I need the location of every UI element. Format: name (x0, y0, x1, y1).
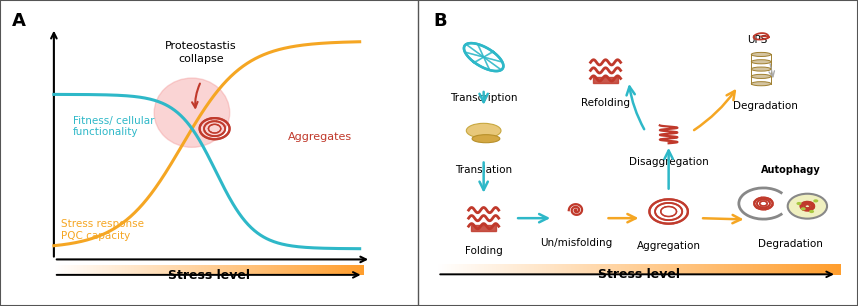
Ellipse shape (752, 52, 771, 57)
Ellipse shape (801, 207, 806, 211)
Bar (593, 77, 619, 83)
Text: Degradation: Degradation (758, 240, 823, 249)
Ellipse shape (752, 67, 771, 71)
Text: Transcription: Transcription (450, 93, 517, 103)
Ellipse shape (154, 78, 230, 147)
Bar (471, 225, 497, 231)
Text: Proteostastis
collapse: Proteostastis collapse (166, 41, 237, 64)
Text: Un/misfolding: Un/misfolding (540, 238, 613, 248)
Text: Refolding: Refolding (581, 98, 630, 108)
Ellipse shape (813, 199, 819, 203)
Text: A: A (12, 12, 27, 30)
Text: UPS: UPS (746, 35, 767, 45)
Text: Folding: Folding (465, 246, 503, 256)
Ellipse shape (796, 202, 801, 205)
Ellipse shape (472, 135, 500, 143)
Ellipse shape (752, 74, 771, 78)
Text: Stress level: Stress level (598, 268, 680, 282)
Ellipse shape (809, 210, 814, 213)
Ellipse shape (752, 82, 771, 86)
Text: Stress level: Stress level (167, 269, 250, 282)
Text: Fitness/ cellular
functionality: Fitness/ cellular functionality (73, 116, 154, 137)
Text: Translation: Translation (455, 165, 512, 175)
Ellipse shape (788, 194, 827, 219)
Text: Aggregates: Aggregates (288, 132, 352, 142)
Text: B: B (433, 12, 447, 30)
Text: Aggregation: Aggregation (637, 241, 701, 251)
Text: Autophagy: Autophagy (761, 165, 820, 175)
Ellipse shape (466, 123, 501, 138)
Ellipse shape (752, 60, 771, 64)
Text: Degradation: Degradation (733, 101, 798, 111)
Text: Disaggregation: Disaggregation (629, 157, 709, 167)
Text: Stress response
PQC capacity: Stress response PQC capacity (62, 219, 144, 241)
